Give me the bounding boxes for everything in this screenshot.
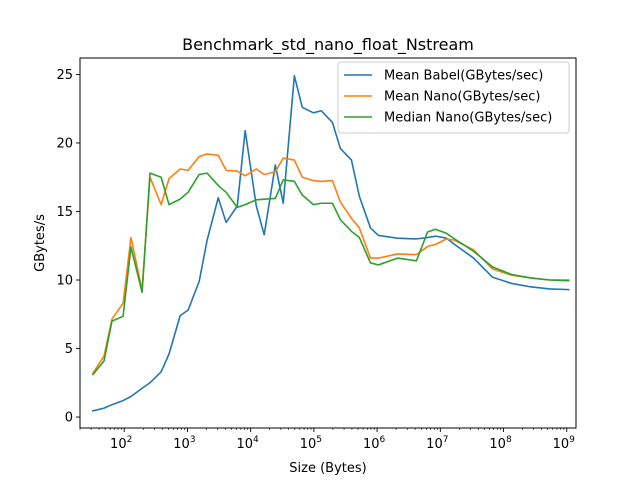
chart-title: Benchmark_std_nano_float_Nstream: [182, 35, 474, 55]
series-line-1: [91, 153, 570, 375]
y-axis-label: GBytes/s: [33, 214, 48, 272]
y-tick-label: 10: [56, 274, 73, 289]
y-axis: 0 5 10 15 20 25: [56, 68, 80, 426]
series-line-2: [91, 172, 570, 376]
x-tick-label: 109: [553, 435, 576, 452]
legend-label-1: Mean Nano(GBytes/sec): [384, 90, 540, 105]
legend-label-0: Mean Babel(GBytes/sec): [384, 69, 543, 84]
x-tick-label: 102: [110, 435, 132, 452]
plot-lines: [91, 75, 570, 412]
y-tick-label: 5: [65, 342, 73, 357]
legend: Mean Babel(GBytes/sec) Mean Nano(GBytes/s…: [337, 61, 570, 134]
x-tick-label: 104: [236, 435, 259, 452]
legend-label-2: Median Nano(GBytes/sec): [384, 111, 552, 126]
x-tick-label: 107: [426, 435, 448, 452]
legend-frame: [337, 61, 570, 134]
y-tick-label: 25: [56, 68, 73, 83]
x-axis: 102 103 104 105 106 107 108 109: [79, 428, 576, 452]
x-tick-label: 108: [489, 435, 512, 452]
plot-frame: [79, 57, 577, 429]
y-tick-label: 15: [56, 205, 73, 220]
y-tick-label: 0: [65, 411, 73, 426]
x-tick-label: 103: [173, 435, 195, 452]
x-tick-label: 106: [363, 435, 386, 452]
x-axis-label: Size (Bytes): [289, 461, 366, 476]
x-tick-label: 105: [300, 435, 322, 452]
y-tick-label: 20: [56, 136, 73, 151]
